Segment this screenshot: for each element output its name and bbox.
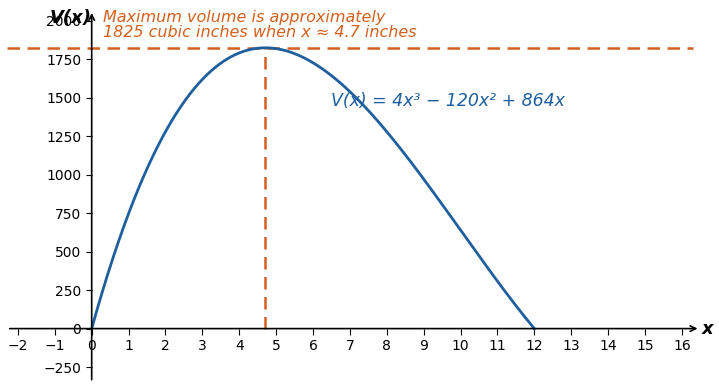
Text: V(x): V(x) (50, 9, 92, 27)
Text: Maximum volume is approximately: Maximum volume is approximately (103, 10, 385, 25)
Text: x: x (702, 320, 714, 338)
Text: V(x) = 4x³ − 120x² + 864x: V(x) = 4x³ − 120x² + 864x (331, 92, 565, 110)
Text: 1825 cubic inches when x ≈ 4.7 inches: 1825 cubic inches when x ≈ 4.7 inches (103, 25, 416, 40)
